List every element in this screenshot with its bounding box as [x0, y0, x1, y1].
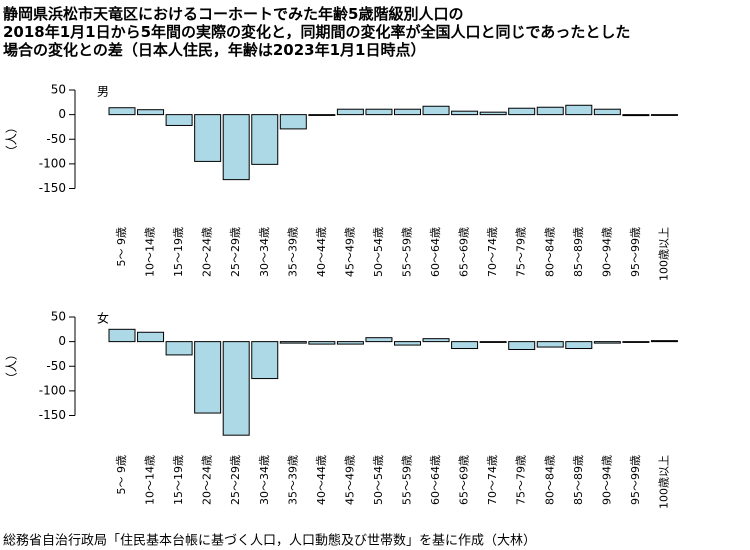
- x-tick-label: 40～44歳: [315, 227, 328, 277]
- bar: [279, 341, 307, 344]
- x-tick-label: 45～49歳: [343, 455, 356, 505]
- x-tick-label: 50～54歳: [372, 227, 385, 277]
- bar: [422, 338, 450, 343]
- title-line: 場合の変化との差（日本人住民，年齢は2023年1月1日時点）: [3, 41, 425, 59]
- x-tick-label: 60～64歳: [429, 227, 442, 277]
- bar: [593, 341, 621, 344]
- bar: [222, 114, 250, 181]
- x-tick-label: 45～49歳: [343, 227, 356, 277]
- x-tick-label: 55～59歳: [401, 455, 414, 505]
- x-tick-label: 70～74歳: [486, 455, 499, 505]
- x-tick-label: 85～89歳: [572, 455, 585, 505]
- x-tick-label: 50～54歳: [372, 455, 385, 505]
- x-tick-label: 90～94歳: [600, 455, 613, 505]
- y-tick-label: -150: [39, 181, 66, 195]
- bar: [451, 110, 479, 116]
- bar: [251, 114, 279, 165]
- bar: [508, 341, 536, 351]
- x-tick-label: 20～24歳: [201, 227, 214, 277]
- x-tick-label: 60～64歳: [429, 455, 442, 505]
- x-tick-label: 5～ 9歳: [115, 227, 128, 267]
- y-tick-label: -150: [39, 408, 66, 422]
- x-tick-label: 30～34歳: [258, 455, 271, 505]
- bar: [394, 108, 421, 116]
- x-tick-label: 95～99歳: [629, 227, 642, 277]
- x-tick-label: 15～19歳: [172, 455, 185, 505]
- bar: [108, 107, 136, 116]
- bar: [622, 114, 650, 117]
- y-tick-label: -50: [46, 132, 66, 146]
- x-tick-label: 20～24歳: [201, 455, 214, 505]
- x-tick-label: 65～69歳: [458, 227, 471, 277]
- x-tick-label: 10～14歳: [144, 455, 157, 505]
- y-tick-label: 0: [58, 334, 66, 348]
- panel-label: 女: [97, 311, 109, 326]
- x-tick-label: 95～99歳: [629, 455, 642, 505]
- bar: [622, 341, 650, 343]
- bar: [536, 106, 564, 116]
- x-tick-label: 100歳以上: [657, 455, 670, 509]
- bar: [650, 340, 678, 343]
- x-tick-label: 85～89歳: [572, 227, 585, 277]
- x-tick-label: 55～59歳: [401, 227, 414, 277]
- x-tick-label: 30～34歳: [258, 227, 271, 277]
- bar: [593, 108, 621, 116]
- panel-label: 男: [97, 85, 109, 99]
- x-tick-label: 75～79歳: [515, 455, 528, 505]
- x-tick-label: 90～94歳: [600, 227, 613, 277]
- x-tick-label: 35～39歳: [286, 227, 299, 277]
- x-tick-label: 10～14歳: [144, 227, 157, 277]
- y-tick-label: 0: [58, 107, 66, 121]
- title-line: 2018年1月1日から5年間の実際の変化と，同期間の変化率が全国人口と同じであっ…: [3, 23, 630, 41]
- y-axis-label: （人）: [5, 121, 19, 157]
- title-line: 静岡県浜松市天竜区におけるコーホートでみた年齢5歳階級別人口の: [3, 5, 463, 23]
- x-tick-label: 75～79歳: [515, 227, 528, 277]
- bar: [137, 109, 165, 116]
- bar: [279, 114, 307, 130]
- x-tick-label: 80～84歳: [543, 455, 556, 505]
- bar: [451, 341, 479, 350]
- y-tick-label: -100: [39, 156, 66, 170]
- bar: [536, 341, 564, 348]
- bar: [308, 341, 336, 345]
- bar: [251, 341, 279, 380]
- x-tick-label: 80～84歳: [543, 227, 556, 277]
- bar: [165, 341, 193, 356]
- bar: [394, 341, 421, 346]
- y-tick-label: -100: [39, 383, 66, 397]
- x-tick-label: 25～29歳: [229, 227, 242, 277]
- bar: [365, 337, 393, 343]
- y-axis-label: （人）: [5, 348, 19, 384]
- y-tick-label: 50: [51, 310, 66, 324]
- x-tick-label: 40～44歳: [315, 455, 328, 505]
- x-tick-label: 15～19歳: [172, 227, 185, 277]
- x-tick-label: 65～69歳: [458, 455, 471, 505]
- bar: [479, 341, 507, 343]
- bar: [479, 111, 507, 116]
- bar: [565, 104, 593, 116]
- bar: [422, 105, 450, 116]
- bar: [365, 108, 393, 116]
- source: 総務省自治行政局「住民基本台帳に基づく人口，人口動態及び世帯数」を基に作成（大林…: [3, 533, 536, 549]
- y-tick-label: -50: [46, 359, 66, 373]
- bar: [336, 341, 364, 345]
- bar: [308, 114, 336, 116]
- bar: [108, 328, 136, 343]
- x-tick-label: 35～39歳: [286, 455, 299, 505]
- bar: [222, 341, 250, 436]
- bar: [336, 108, 364, 116]
- bar: [508, 107, 536, 116]
- y-tick-label: 50: [51, 83, 66, 97]
- bar: [165, 114, 193, 126]
- x-tick-label: 100歳以上: [657, 227, 670, 281]
- bar: [650, 114, 678, 116]
- bar: [137, 331, 165, 343]
- bar: [194, 114, 222, 162]
- bar: [565, 341, 593, 350]
- x-tick-label: 70～74歳: [486, 227, 499, 277]
- bar: [194, 341, 222, 414]
- x-tick-label: 5～ 9歳: [115, 455, 128, 495]
- x-tick-label: 25～29歳: [229, 455, 242, 505]
